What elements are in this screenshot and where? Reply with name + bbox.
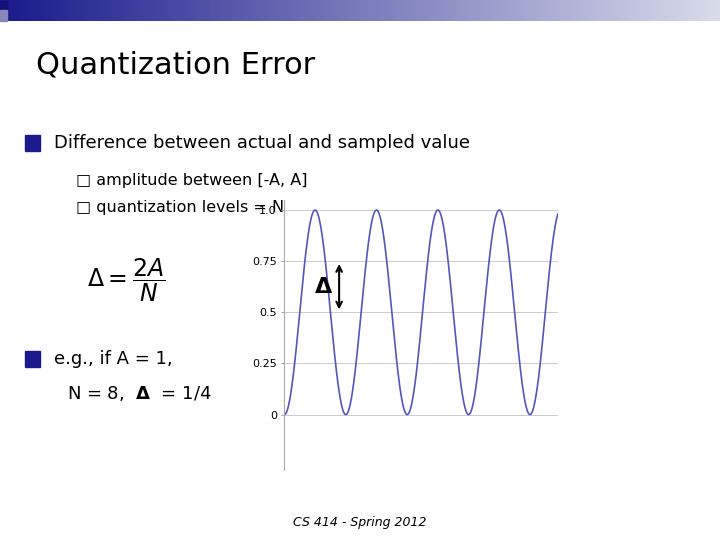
Text: $\mathbf{\Delta}$: $\mathbf{\Delta}$	[314, 276, 333, 297]
Text: CS 414 - Spring 2012: CS 414 - Spring 2012	[293, 516, 427, 529]
Bar	[25, 351, 40, 367]
Bar	[25, 135, 40, 151]
Text: □ amplitude between [-A, A]: □ amplitude between [-A, A]	[76, 173, 307, 188]
Text: Difference between actual and sampled value: Difference between actual and sampled va…	[54, 134, 470, 152]
Text: $\Delta = \dfrac{2A}{N}$: $\Delta = \dfrac{2A}{N}$	[87, 257, 165, 305]
Bar	[0, 1, 7, 10]
Text: N = 8,  $\mathbf{\Delta}$  = 1/4: N = 8, $\mathbf{\Delta}$ = 1/4	[67, 383, 212, 403]
Text: □ quantization levels = N: □ quantization levels = N	[76, 200, 284, 215]
Text: Quantization Error: Quantization Error	[36, 50, 315, 79]
Text: e.g., if A = 1,: e.g., if A = 1,	[54, 350, 173, 368]
Bar	[0, 10, 7, 21]
